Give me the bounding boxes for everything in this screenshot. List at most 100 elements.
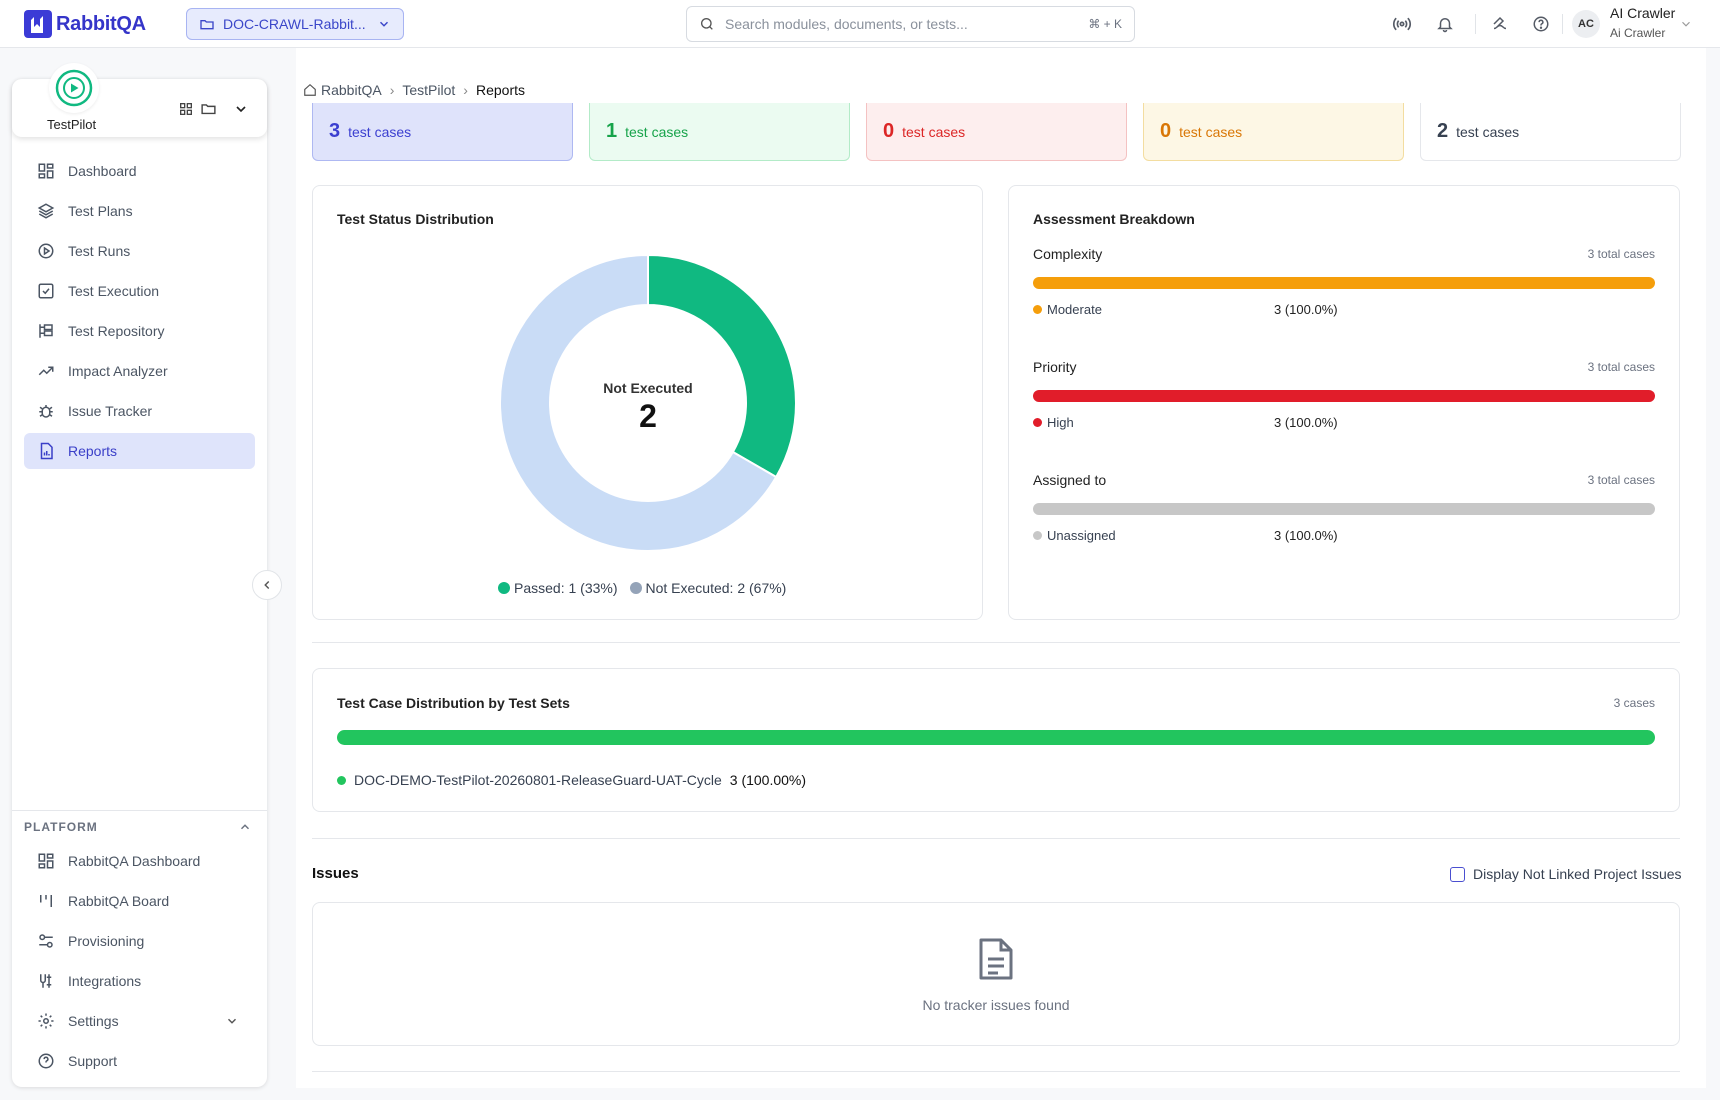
test-set-name: DOC-DEMO-TestPilot-20260801-ReleaseGuard… <box>354 772 722 788</box>
stat-value: 2 <box>1437 120 1449 142</box>
legend-passed: Passed: 1 (33%) <box>514 580 618 596</box>
assigned-value: 3 (100.0%) <box>1274 528 1338 543</box>
bell-icon[interactable] <box>1433 12 1457 36</box>
stat-label: test cases <box>902 123 966 140</box>
breadcrumb: RabbitQA › TestPilot › Reports <box>303 82 525 98</box>
module-switcher[interactable]: TestPilot <box>12 63 267 137</box>
user-name[interactable]: AI Crawler <box>1610 5 1676 21</box>
rabbit-logo-icon <box>24 10 52 38</box>
sliders-icon <box>36 931 56 951</box>
user-menu-chevron-icon[interactable] <box>1679 17 1693 31</box>
breadcrumb-rabbitqa[interactable]: RabbitQA <box>321 82 382 98</box>
status-donut-chart <box>499 253 797 552</box>
document-icon <box>977 937 1015 981</box>
sidebar-item-rabbitqa-board[interactable]: RabbitQA Board <box>24 883 255 919</box>
avatar[interactable]: AC <box>1572 10 1600 38</box>
test-sets-item: DOC-DEMO-TestPilot-20260801-ReleaseGuard… <box>337 772 806 788</box>
divider <box>312 1071 1680 1072</box>
checkbox-icon <box>36 281 56 301</box>
sidebar-item-label: Issue Tracker <box>68 403 153 419</box>
priority-item: High <box>1033 415 1074 430</box>
sidebar-item-label: Provisioning <box>68 933 145 949</box>
stat-value: 0 <box>883 120 895 142</box>
complexity-label: Complexity <box>1033 246 1103 262</box>
stat-card-not-executed: 2 test cases <box>1420 103 1681 161</box>
sidebar-item-test-repository[interactable]: Test Repository <box>24 313 255 349</box>
sidebar-item-label: RabbitQA Board <box>68 893 170 909</box>
donut-center-label: Not Executed <box>603 380 693 396</box>
sidebar-item-test-runs[interactable]: Test Runs <box>24 233 255 269</box>
tree-icon <box>36 321 56 341</box>
complexity-item-label: Moderate <box>1047 302 1102 317</box>
help-icon <box>36 1051 56 1071</box>
top-divider <box>1475 14 1476 34</box>
chevron-down-icon[interactable] <box>233 101 249 117</box>
search-icon <box>699 16 715 32</box>
sidebar-item-label: Dashboard <box>68 163 137 179</box>
module-badge <box>49 63 99 113</box>
legend-swatch <box>1033 531 1042 540</box>
brand-logo[interactable]: RabbitQA <box>24 10 146 38</box>
legend-swatch-not-executed <box>629 582 642 594</box>
sidebar-collapse-button[interactable] <box>252 570 282 600</box>
sidebar-item-test-execution[interactable]: Test Execution <box>24 273 255 309</box>
complexity-bar <box>1033 277 1655 289</box>
priority-bar <box>1033 390 1655 402</box>
stat-card-failed: 0 test cases <box>866 103 1127 161</box>
stat-label: test cases <box>348 123 412 140</box>
project-name: DOC-CRAWL-Rabbit... <box>223 16 366 32</box>
not-linked-issues-checkbox[interactable] <box>1450 866 1465 882</box>
sidebar-item-issue-tracker[interactable]: Issue Tracker <box>24 393 255 429</box>
test-set-value: 3 (100.00%) <box>729 772 807 788</box>
sidebar-item-label: Test Repository <box>68 323 165 339</box>
sidebar-item-label: Test Runs <box>68 243 131 259</box>
help-icon[interactable] <box>1529 12 1553 36</box>
divider <box>312 642 1680 643</box>
sidebar-item-integrations[interactable]: Integrations <box>24 963 255 999</box>
not-linked-issues-label: Display Not Linked Project Issues <box>1473 866 1682 882</box>
palette-icon[interactable] <box>1488 12 1512 36</box>
sidebar-item-support[interactable]: Support <box>24 1043 255 1079</box>
sidebar: TestPilot Dashboard Test Plans Test Runs… <box>12 63 267 1087</box>
sidebar-item-test-plans[interactable]: Test Plans <box>24 193 255 229</box>
assessment-card <box>1008 185 1680 620</box>
donut-slice-not-executed[interactable] <box>499 253 778 552</box>
chevron-left-icon <box>260 578 274 592</box>
breadcrumb-testpilot[interactable]: TestPilot <box>402 82 456 98</box>
folder-icon[interactable] <box>200 100 217 117</box>
apps-grid-icon[interactable] <box>178 101 194 117</box>
stat-label: test cases <box>1179 123 1243 140</box>
stat-card-total: 3 test cases <box>312 103 573 161</box>
sidebar-item-label: Test Execution <box>68 283 160 299</box>
sidebar-item-reports[interactable]: Reports <box>24 433 255 469</box>
chevron-up-icon[interactable] <box>238 820 252 834</box>
divider <box>312 838 1680 839</box>
project-selector[interactable]: DOC-CRAWL-Rabbit... <box>186 8 404 40</box>
play-circle-icon <box>55 69 93 107</box>
stat-value: 3 <box>329 120 341 142</box>
legend-swatch-passed <box>498 582 510 594</box>
platform-section-label: PLATFORM <box>24 820 98 834</box>
breadcrumb-current: Reports <box>475 82 525 98</box>
sidebar-item-provisioning[interactable]: Provisioning <box>24 923 255 959</box>
assessment-title: Assessment Breakdown <box>1033 211 1195 227</box>
stat-card-passed: 1 test cases <box>589 103 850 161</box>
sidebar-item-settings[interactable]: Settings <box>24 1003 255 1039</box>
priority-label: Priority <box>1033 359 1077 375</box>
sidebar-item-label: RabbitQA Dashboard <box>68 853 201 869</box>
complexity-item: Moderate <box>1033 302 1102 317</box>
donut-slice-passed[interactable] <box>647 253 797 479</box>
sidebar-item-impact-analyzer[interactable]: Impact Analyzer <box>24 353 255 389</box>
sidebar-item-dashboard[interactable]: Dashboard <box>24 153 255 189</box>
sidebar-item-label: Reports <box>68 443 118 459</box>
not-linked-issues-toggle[interactable]: Display Not Linked Project Issues <box>1450 866 1682 882</box>
complexity-total: 3 total cases <box>1587 247 1655 261</box>
home-icon <box>303 83 317 97</box>
user-subtitle: Ai Crawler <box>1610 26 1666 40</box>
board-icon <box>36 891 56 911</box>
broadcast-icon[interactable] <box>1390 12 1414 36</box>
sidebar-item-rabbitqa-dashboard[interactable]: RabbitQA Dashboard <box>24 843 255 879</box>
stat-label: test cases <box>1456 123 1520 140</box>
search-input[interactable]: Search modules, documents, or tests... ⌘… <box>686 6 1135 42</box>
priority-total: 3 total cases <box>1587 360 1655 374</box>
